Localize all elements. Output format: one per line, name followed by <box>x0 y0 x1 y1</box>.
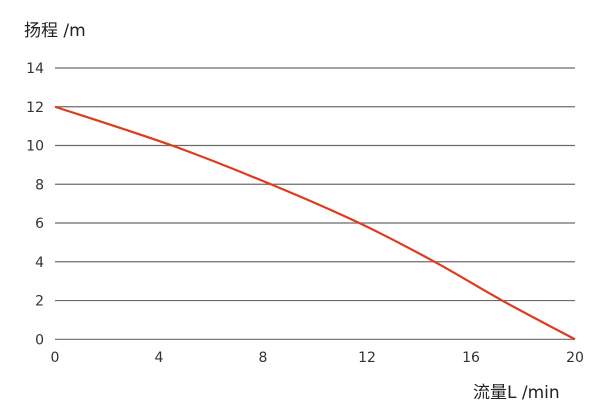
y-tick-label: 4 <box>35 255 44 271</box>
x-tick-label: 0 <box>51 350 60 366</box>
y-tick-label: 8 <box>35 177 44 193</box>
x-tick-label: 8 <box>259 350 268 366</box>
y-axis-label: 扬程 /m <box>24 21 86 41</box>
x-axis-label: 流量L /min <box>473 383 560 403</box>
y-tick-label: 10 <box>26 139 44 155</box>
series-line <box>54 105 576 341</box>
y-tick-label: 14 <box>26 61 44 77</box>
x-tick-label: 12 <box>358 350 376 366</box>
y-tick-label: 2 <box>35 294 44 310</box>
y-tick-label: 0 <box>35 332 44 348</box>
x-tick-label: 16 <box>462 350 480 366</box>
x-tick-label: 20 <box>566 350 584 366</box>
x-tick-label: 4 <box>155 350 164 366</box>
y-tick-label: 6 <box>35 216 44 232</box>
y-tick-label: 12 <box>26 100 44 116</box>
